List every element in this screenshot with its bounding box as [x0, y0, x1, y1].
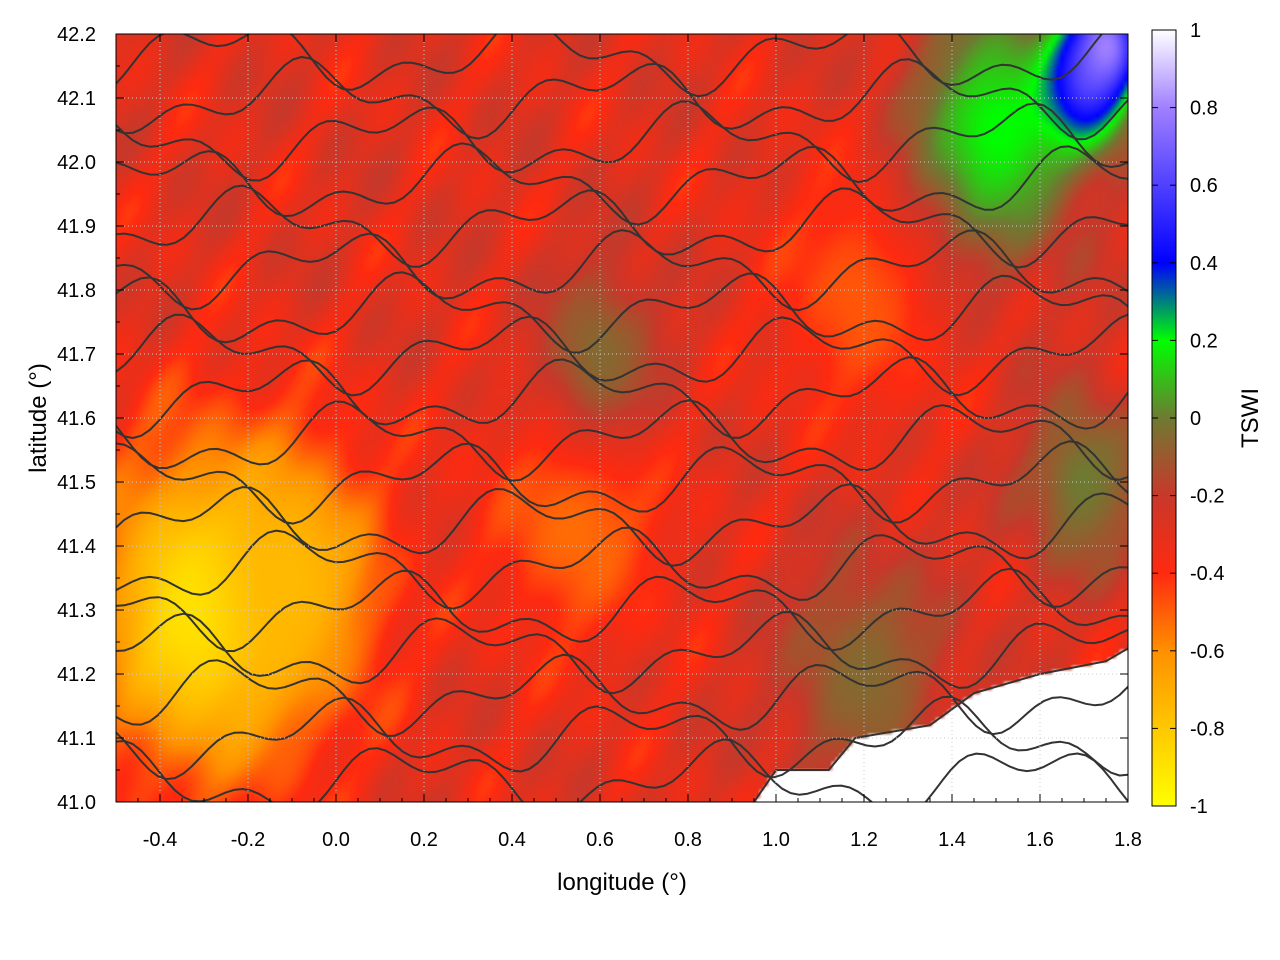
colorbar-tick-label: 0.8 [1190, 98, 1218, 120]
plot-area [115, 33, 1129, 803]
contour-line [116, 440, 1128, 525]
y-tick-label: 41.6 [57, 408, 96, 430]
y-tick-label: 41.1 [57, 728, 96, 750]
contour-line [116, 653, 1128, 737]
y-tick-label: 41.2 [57, 664, 96, 686]
y-tick-label: 41.7 [57, 344, 96, 366]
colorbar-tick-label: 0 [1190, 408, 1201, 430]
colorbar-tick-label: -0.4 [1190, 563, 1224, 585]
contour-line [116, 356, 1128, 439]
x-tick-label: 0.0 [322, 829, 350, 851]
x-tick-label: 1.6 [1026, 829, 1054, 851]
x-tick-label: 1.0 [762, 829, 790, 851]
x-axis-ticks: -0.4 -0.2 0.0 0.2 0.4 0.6 0.8 1.0 1.2 1.4 1.6 1.8 [115, 34, 1142, 851]
contour-line [116, 738, 1128, 802]
x-tick-label: -0.4 [143, 829, 177, 851]
y-tick-label: 41.0 [57, 792, 96, 814]
contour-line [116, 611, 1128, 695]
contour-line [116, 483, 1128, 567]
y-tick-label: 41.3 [57, 600, 96, 622]
contour-line [116, 34, 1104, 98]
colorbar-tick-label: 0.2 [1190, 330, 1218, 352]
x-tick-label: 1.2 [850, 829, 878, 851]
x-tick-label: 0.8 [674, 829, 702, 851]
colorbar-tick-label: -1 [1190, 796, 1208, 818]
colorbar-tick-label: 0.6 [1190, 175, 1218, 197]
colorbar-tick-label: -0.6 [1190, 641, 1224, 663]
contour-line [116, 100, 1128, 184]
contour-line [116, 56, 1128, 141]
colorbar: -1 -0.8 -0.6 -0.4 -0.2 0 0.2 0.4 0.6 0.8 1 TSWI [1151, 20, 1264, 818]
contour-line [116, 526, 1128, 610]
contour-line [116, 399, 1128, 482]
y-tick-label: 41.5 [57, 472, 96, 494]
colorbar-ticks: -1 -0.8 -0.6 -0.4 -0.2 0 0.2 0.4 0.6 0.8 1 [1152, 20, 1224, 818]
contour-line [116, 313, 1128, 397]
contour-line [116, 271, 1128, 354]
contour-line [116, 229, 1128, 312]
y-tick-label: 42.1 [57, 88, 96, 110]
y-tick-label: 41.8 [57, 280, 96, 302]
colorbar-tick-label: -0.2 [1190, 486, 1224, 508]
coastline [753, 647, 1128, 802]
colorbar-label: TSWI [1237, 388, 1264, 448]
contour-lines [116, 34, 1128, 802]
y-tick-label: 41.4 [57, 536, 96, 558]
colorbar-tick-label: -0.8 [1190, 718, 1224, 740]
x-tick-label: 0.4 [498, 829, 526, 851]
y-tick-label: 41.9 [57, 216, 96, 238]
x-axis-label: longitude (°) [557, 869, 687, 896]
contour-line [116, 142, 1128, 226]
colorbar-tick-label: 0.4 [1190, 253, 1218, 275]
y-axis-label: latitude (°) [25, 363, 52, 473]
y-axis-ticks: 41.0 41.1 41.2 41.3 41.4 41.5 41.6 41.7 41.8 41.9… [57, 24, 1128, 814]
colorbar-tick-label: 1 [1190, 20, 1201, 42]
x-tick-label: -0.2 [231, 829, 265, 851]
x-tick-label: 0.2 [410, 829, 438, 851]
contour-line [116, 184, 1128, 269]
y-tick-label: 42.0 [57, 152, 96, 174]
x-tick-label: 1.8 [1114, 829, 1142, 851]
x-tick-label: 0.6 [586, 829, 614, 851]
x-tick-label: 1.4 [938, 829, 966, 851]
y-tick-label: 42.2 [57, 24, 96, 46]
contour-line [116, 567, 1128, 653]
